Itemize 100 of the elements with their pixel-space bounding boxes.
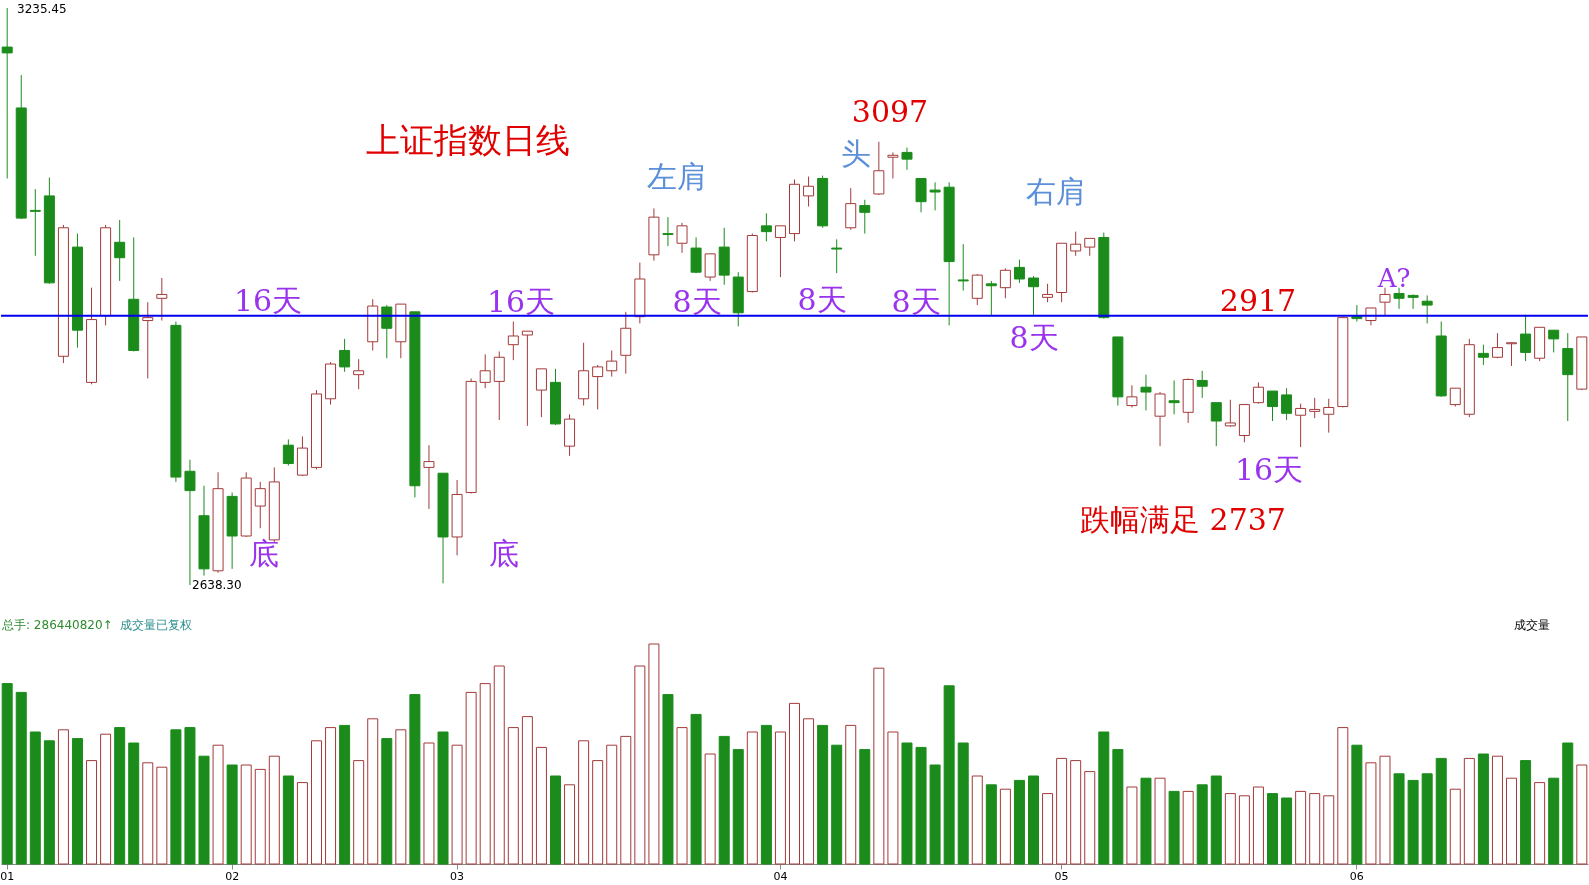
candlestick <box>1506 342 1518 367</box>
bar <box>240 764 252 865</box>
bar <box>704 753 716 865</box>
bar <box>985 784 997 865</box>
bar <box>170 729 182 865</box>
candlestick <box>1154 391 1166 447</box>
bar <box>1140 777 1152 865</box>
bar <box>423 742 435 865</box>
bar <box>1238 795 1250 865</box>
candlestick <box>1210 402 1222 447</box>
candlestick <box>479 353 491 389</box>
annotation: 跌幅满足 2737 <box>1080 502 1286 537</box>
candlestick <box>1267 390 1279 422</box>
bar <box>620 735 632 865</box>
x-tick-label: 03 <box>450 869 465 883</box>
bar <box>1196 784 1208 865</box>
bar <box>254 768 266 865</box>
candlestick <box>887 151 899 179</box>
bar <box>1520 760 1532 865</box>
candlestick <box>915 178 927 213</box>
bar <box>1056 757 1068 865</box>
bar <box>15 691 27 865</box>
bar <box>831 744 843 865</box>
candlestick <box>1477 344 1489 366</box>
bar <box>873 667 885 865</box>
annotation: 16天 <box>233 283 303 318</box>
candlestick <box>1323 398 1335 434</box>
candlestick <box>774 225 786 278</box>
candlestick <box>929 181 941 211</box>
bar <box>493 665 505 865</box>
bar <box>1435 757 1447 865</box>
candlestick <box>985 280 997 317</box>
bar <box>1084 771 1096 865</box>
bar <box>578 740 590 865</box>
bar <box>859 749 871 865</box>
bar <box>1112 749 1124 865</box>
candlestick <box>1295 403 1307 448</box>
bar <box>1548 777 1560 865</box>
candlestick <box>592 364 604 410</box>
candlestick <box>1449 387 1461 408</box>
bar <box>718 735 730 865</box>
bar <box>676 727 688 865</box>
bar <box>451 744 463 865</box>
bar <box>1323 795 1335 865</box>
annotation: 上证指数日线 <box>366 120 570 160</box>
bar <box>100 733 112 865</box>
bar <box>845 724 857 865</box>
bar <box>1393 773 1405 865</box>
candlestick <box>521 330 533 427</box>
bar <box>1365 762 1377 865</box>
candlestick <box>339 338 351 373</box>
candlestick <box>901 147 913 171</box>
bar <box>395 729 407 865</box>
bar <box>887 731 899 865</box>
candlestick <box>676 222 688 254</box>
bar <box>1449 788 1461 865</box>
candlestick <box>114 219 126 282</box>
bar <box>1210 775 1222 865</box>
text: 成交量已复权 <box>120 618 192 632</box>
bar <box>156 766 168 865</box>
bar <box>57 729 69 865</box>
annotation: 8天 <box>672 284 722 319</box>
bar <box>114 727 126 865</box>
bar <box>409 694 421 865</box>
bar <box>564 784 576 865</box>
annotation: 2638.30 <box>192 578 242 592</box>
bar <box>1028 775 1040 865</box>
bar <box>648 643 660 865</box>
bar <box>282 775 294 865</box>
x-tick-label: 02 <box>225 869 240 883</box>
annotation: 底 <box>249 536 279 571</box>
annotation: A? <box>1376 263 1411 293</box>
text: 成交量 <box>1514 618 1550 632</box>
bar <box>690 713 702 865</box>
bar <box>732 749 744 865</box>
ref-line-label: 2917 <box>1219 282 1297 318</box>
bar <box>71 738 83 865</box>
x-tick-label: 05 <box>1054 869 1069 883</box>
candlestick <box>1028 275 1040 317</box>
candlestick <box>1042 283 1054 303</box>
bar <box>1 683 13 865</box>
candlestick <box>1013 259 1025 284</box>
x-tick-label: 04 <box>773 869 788 883</box>
bar <box>142 762 154 865</box>
bar <box>971 775 983 865</box>
candlestick <box>535 368 547 418</box>
bar <box>367 718 379 865</box>
candlestick <box>29 188 41 257</box>
bar <box>929 764 941 865</box>
annotation: 底 <box>489 536 519 571</box>
bar <box>999 788 1011 865</box>
annotation: 8天 <box>797 282 847 317</box>
candlestick <box>1491 332 1503 359</box>
annotation: 右肩 <box>1026 174 1086 209</box>
candlestick <box>1407 293 1419 310</box>
candlestick <box>1281 387 1293 421</box>
text: 总手: 286440820↑ <box>1 618 113 632</box>
bar <box>1506 777 1518 865</box>
bar <box>1252 786 1264 865</box>
candlestick <box>873 141 885 196</box>
